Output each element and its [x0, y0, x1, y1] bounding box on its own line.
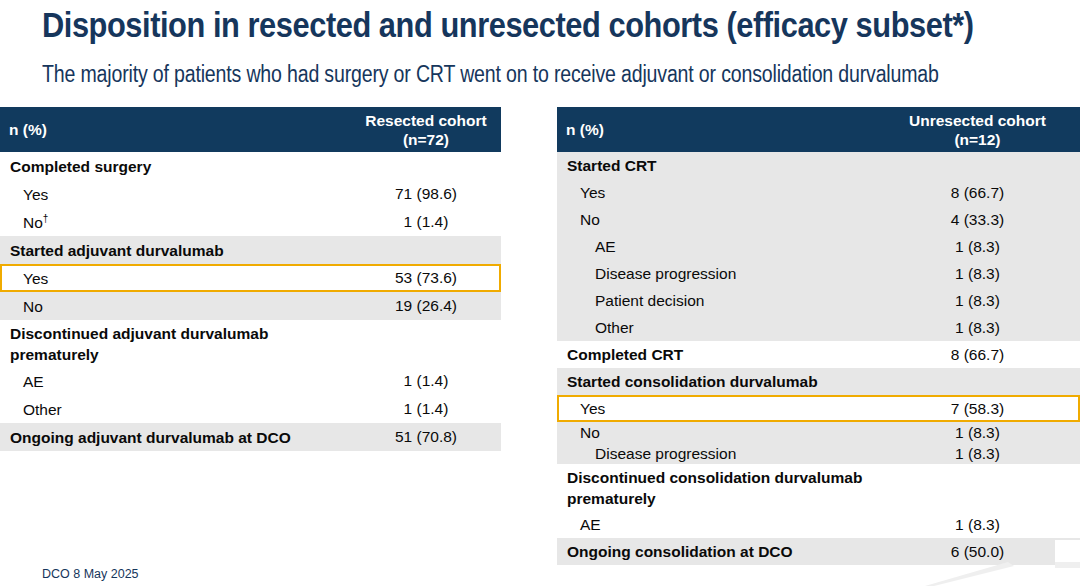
header-unresected-cohort: Unresected cohort (n=12): [875, 107, 1080, 152]
table-row: Disease progression1 (8.3): [557, 443, 1080, 464]
table-row: Yes7 (58.3): [557, 395, 1080, 422]
table-row: No1 (8.3): [557, 422, 1080, 443]
header-n-pct: n (%): [0, 107, 351, 152]
table-row: No4 (33.3): [557, 206, 1080, 233]
row-value: 1 (1.4): [351, 400, 501, 418]
table-row: Other1 (1.4): [0, 395, 501, 423]
dco-footnote: DCO 8 May 2025: [42, 567, 139, 581]
row-value: 19 (26.4): [351, 297, 501, 315]
row-label: Patient decision: [557, 290, 875, 311]
row-label: No: [0, 296, 351, 317]
row-label: Started adjuvant durvalumab: [0, 240, 351, 261]
row-label: Discontinued adjuvant durvalumab prematu…: [0, 323, 351, 365]
row-label: Completed CRT: [557, 344, 875, 365]
row-label: Disease progression: [557, 263, 875, 284]
table-row: No†1 (1.4): [0, 208, 501, 236]
table-row: Completed CRT8 (66.7): [557, 341, 1080, 368]
row-label: No: [557, 209, 875, 230]
table-row: Ongoing adjuvant durvalumab at DCO51 (70…: [0, 423, 501, 451]
dagger-footnote-marker: †: [43, 212, 49, 223]
row-label: Ongoing adjuvant durvalumab at DCO: [0, 427, 351, 448]
table-row: Other1 (8.3): [557, 314, 1080, 341]
row-value: 7 (58.3): [875, 400, 1080, 418]
row-label: Other: [0, 399, 351, 420]
row-label: Yes: [0, 184, 351, 205]
table-row: Yes53 (73.6): [0, 264, 501, 292]
row-label: Ongoing consolidation at DCO: [557, 541, 875, 562]
table-row: No19 (26.4): [0, 292, 501, 320]
row-value: 1 (8.3): [875, 424, 1080, 442]
row-label: Started consolidation durvalumab: [557, 371, 875, 392]
table-row: Started CRT: [557, 152, 1080, 179]
header-resected-cohort: Resected cohort (n=72): [351, 107, 501, 152]
page-title: Disposition in resected and unresected c…: [42, 5, 974, 45]
row-label: Yes: [557, 182, 875, 203]
header-n-pct: n (%): [557, 107, 875, 152]
row-value: 8 (66.7): [875, 346, 1080, 364]
slide-subtitle: The majority of patients who had surgery…: [42, 61, 939, 88]
row-label: Started CRT: [557, 155, 875, 176]
row-value: 1 (8.3): [875, 445, 1080, 463]
row-value: 51 (70.8): [351, 428, 501, 446]
table-row: AE1 (1.4): [0, 367, 501, 395]
table-row: Patient decision1 (8.3): [557, 287, 1080, 314]
row-value: 4 (33.3): [875, 211, 1080, 229]
row-label: Yes: [0, 268, 351, 289]
row-label: Discontinued consolidation durvalumab pr…: [557, 467, 875, 509]
row-value: 1 (8.3): [875, 265, 1080, 283]
resected-cohort-table: n (%) Resected cohort (n=72) Completed s…: [0, 107, 501, 451]
row-value: 8 (66.7): [875, 184, 1080, 202]
row-label: No†: [0, 212, 351, 233]
table-row: Started consolidation durvalumab: [557, 368, 1080, 395]
row-value: 1 (1.4): [351, 372, 501, 390]
row-label: Other: [557, 317, 875, 338]
table-row: Discontinued consolidation durvalumab pr…: [557, 464, 1080, 511]
row-value: 53 (73.6): [351, 269, 501, 287]
row-value: 1 (8.3): [875, 238, 1080, 256]
row-label: AE: [0, 371, 351, 392]
row-label: Completed surgery: [0, 156, 351, 177]
table-row: Completed surgery: [0, 152, 501, 180]
table-row: AE1 (8.3): [557, 233, 1080, 260]
row-label: Yes: [557, 398, 875, 419]
table-row: Started adjuvant durvalumab: [0, 236, 501, 264]
corner-chevron-decoration: [910, 530, 1080, 586]
row-value: 1 (8.3): [875, 292, 1080, 310]
row-value: 71 (98.6): [351, 185, 501, 203]
table-row: Yes8 (66.7): [557, 179, 1080, 206]
row-label: Disease progression: [557, 443, 875, 464]
row-label: No: [557, 422, 875, 443]
unresected-cohort-table: n (%) Unresected cohort (n=12) Started C…: [557, 107, 1080, 565]
table-row: Yes71 (98.6): [0, 180, 501, 208]
row-label: AE: [557, 236, 875, 257]
slide: { "slide": { "title": "Disposition in re…: [0, 0, 1080, 586]
table-row: Discontinued adjuvant durvalumab prematu…: [0, 320, 501, 367]
unresected-table-header: n (%) Unresected cohort (n=12): [557, 107, 1080, 152]
row-value: 1 (1.4): [351, 213, 501, 231]
resected-table-header: n (%) Resected cohort (n=72): [0, 107, 501, 152]
table-row: Disease progression1 (8.3): [557, 260, 1080, 287]
row-label: AE: [557, 514, 875, 535]
row-value: 1 (8.3): [875, 319, 1080, 337]
